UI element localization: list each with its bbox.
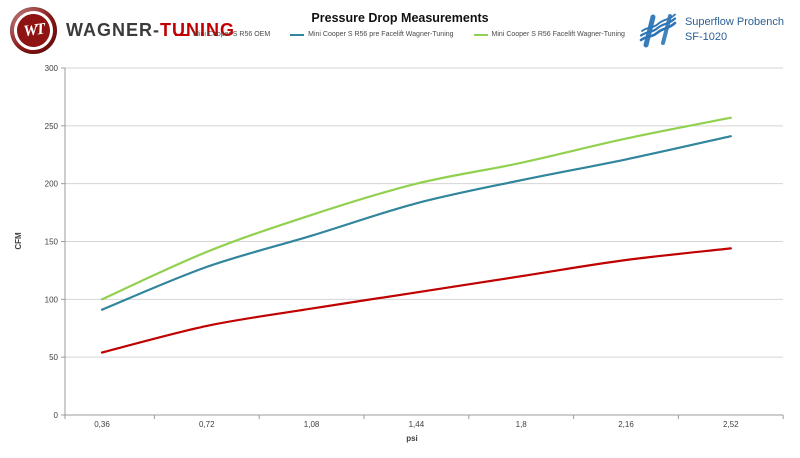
y-tick-label: 50 (49, 353, 58, 362)
x-tick-label: 1,08 (304, 420, 320, 429)
superflow-s-icon (639, 13, 677, 48)
wagner-tuning-logo: WT WAGNER-TUNING (10, 7, 235, 54)
chart-title: Pressure Drop Measurements (311, 11, 489, 25)
series-line-2 (100, 116, 732, 301)
superflow-model: SF-1020 (684, 31, 728, 43)
legend-label: Mini Cooper S R56 Facelift Wagner-Tuning (491, 31, 625, 38)
x-tick-label: 2,52 (723, 420, 739, 429)
wordmark-wagner: WAGNER- (66, 20, 160, 40)
y-tick-label: 250 (45, 122, 59, 131)
x-axis-title: psi (406, 434, 418, 443)
legend-item-0: Mini Cooper S R56 OEM (175, 31, 270, 38)
x-tick-label: 1,8 (516, 420, 528, 429)
legend-item-2: Mini Cooper S R56 Facelift Wagner-Tuning (473, 31, 625, 38)
y-tick-label: 100 (45, 295, 59, 304)
y-tick-label: 150 (45, 238, 59, 247)
legend-label: Mini Cooper S R56 OEM (193, 31, 271, 38)
series-line-1 (100, 135, 732, 311)
series-line-0 (100, 247, 732, 354)
legend-swatch-icon (473, 33, 488, 36)
x-tick-label: 2,16 (618, 420, 634, 429)
y-tick-label: 200 (45, 180, 59, 189)
wagner-tuning-emblem-icon: WT (10, 7, 57, 54)
superflow-text: Superflow Probench SF-1020 (685, 15, 784, 45)
superflow-logo: Superflow Probench SF-1020 (637, 11, 784, 49)
legend-item-1: Mini Cooper S R56 pre Facelift Wagner-Tu… (290, 31, 454, 38)
y-tick-label: 300 (45, 64, 59, 73)
x-tick-label: 0,72 (199, 420, 215, 429)
x-tick-label: 0,36 (94, 420, 110, 429)
superflow-name: Superflow Probench (684, 16, 784, 29)
chart-legend: Mini Cooper S R56 OEM Mini Cooper S R56 p… (0, 31, 800, 38)
legend-swatch-icon (290, 33, 305, 36)
legend-label: Mini Cooper S R56 pre Facelift Wagner-Tu… (308, 31, 454, 38)
y-tick-label: 0 (54, 411, 59, 420)
legend-swatch-icon (175, 33, 190, 36)
y-axis-title: CFM (14, 232, 23, 250)
x-tick-label: 1,44 (409, 420, 425, 429)
